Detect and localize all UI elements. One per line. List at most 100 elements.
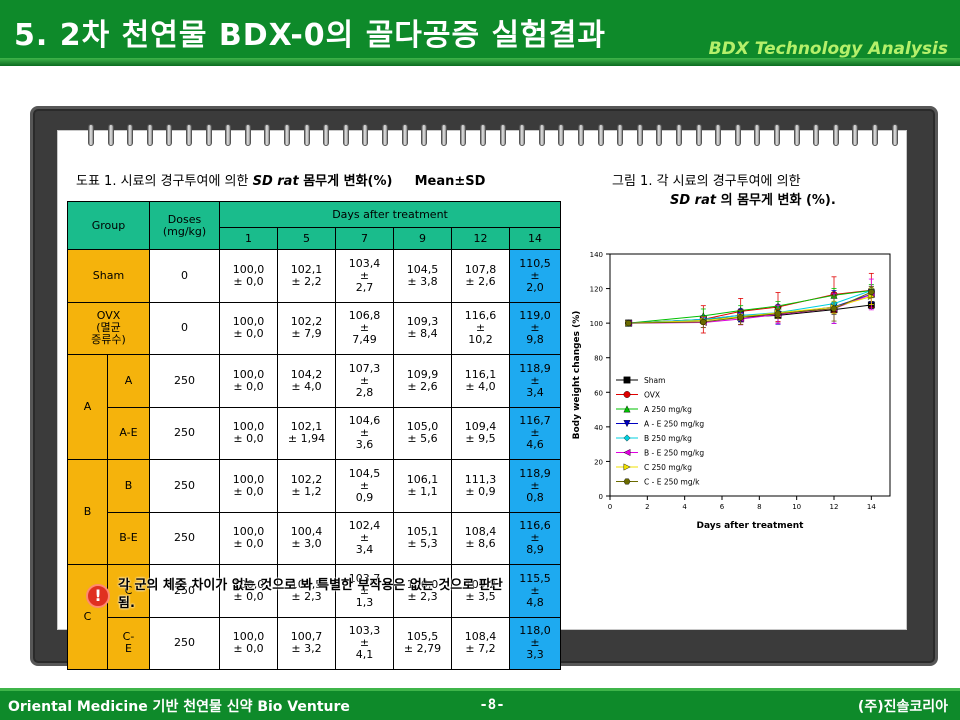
value-cell: 116,7 ± 4,6	[508, 406, 562, 460]
binding-ring	[480, 124, 486, 146]
binding-ring	[244, 124, 251, 146]
group-cell: B	[67, 459, 108, 565]
footer-left-text: Oriental Medicine 기반 천연물 신약 Bio Venture	[8, 699, 350, 715]
value-cell: 118,9 ± 3,4	[508, 354, 562, 408]
table-row: C C 250 100,0 ± 0,0 101,5 ± 2,3 103,7 ± 1,3 10…	[67, 564, 562, 670]
value-cell: 116,6 ± 8,9	[508, 511, 562, 565]
binding-ring	[578, 124, 584, 146]
value-cell: 100,4 ± 3,0	[277, 511, 336, 565]
binding-ring	[284, 124, 290, 146]
header-strip	[0, 58, 960, 66]
legend-label: A 250 mg/kg	[644, 405, 692, 414]
value-cell: 111,3 ± 0,9	[451, 459, 510, 513]
legend-label: A - E 250 mg/kg	[644, 420, 704, 429]
warning-icon: !	[86, 584, 110, 608]
data-point	[867, 289, 875, 295]
doses-header: Doses (mg/kg)	[149, 201, 220, 250]
table-row: A-E 250 100,0 ± 0,0 102,1 ± 1,94 104,6 ± 3,6…	[68, 406, 562, 460]
value-cell: 110,5 ± 2,0	[508, 249, 562, 303]
binding-ring	[852, 124, 859, 146]
binding-ring	[499, 124, 506, 146]
data-point	[625, 320, 633, 327]
group-cell: Sham	[67, 249, 150, 303]
binding-ring	[342, 124, 349, 146]
legend-marker	[623, 434, 631, 442]
series-line	[628, 289, 872, 324]
value-cell: 100,0 ± 0,0	[219, 354, 278, 408]
dose-cell: 250	[149, 511, 220, 565]
binding-ring	[715, 124, 722, 146]
page-number: -8-	[479, 697, 505, 713]
value-cell: 118,9 ± 0,8	[508, 459, 562, 513]
value-cell: 104,5 ± 0,9	[335, 459, 394, 513]
legend-marker	[623, 376, 631, 384]
table-row: A A 250 100,0 ± 0,0 104,2 ± 4,0 107,3 ± 2,8 10…	[67, 354, 562, 460]
binding-ring	[382, 124, 388, 146]
value-cell: 105,1 ± 5,3	[393, 511, 452, 565]
table-row: B-E 250 100,0 ± 0,0 100,4 ± 3,0 102,4 ± 3,4 1…	[68, 511, 562, 565]
day-header: 7	[335, 227, 394, 250]
value-cell: 100,0 ± 0,0	[219, 564, 278, 618]
binding-ring	[362, 124, 369, 146]
table-row: OVX (멸균 증류수) 0 100,0 ± 0,0 102,2 ± 7,9 106,8…	[67, 301, 562, 355]
value-cell: 109,4 ± 9,5	[451, 406, 510, 460]
legend-marker	[623, 478, 631, 485]
data-point	[699, 318, 707, 325]
legend-label: Sham	[644, 376, 665, 385]
value-cell: 102,2 ± 7,9	[277, 301, 336, 355]
table-row: Sham 0 100,0 ± 0,0 102,1 ± 2,2 103,4 ± 2,7 10…	[67, 249, 562, 303]
legend-label: B - E 250 mg/kg	[644, 449, 704, 458]
legend-label: C 250 mg/kg	[644, 463, 692, 472]
value-cell: 103,4 ± 2,7	[335, 249, 394, 303]
binding-ring	[891, 124, 898, 146]
x-tick-label: 6	[720, 503, 725, 511]
value-cell: 102,1 ± 2,2	[277, 249, 336, 303]
x-tick-label: 4	[682, 503, 687, 511]
value-cell: 103,7 ± 1,3	[335, 564, 394, 618]
plot-area	[609, 253, 891, 497]
binding-ring	[832, 124, 839, 146]
data-point	[737, 314, 745, 321]
value-cell: 106,0 ± 2,3	[393, 564, 452, 618]
days-header: Days after treatment	[218, 201, 562, 228]
binding-ring	[676, 124, 682, 146]
group-header: Group	[67, 201, 150, 250]
value-cell: 119,0 ± 9,8	[508, 301, 562, 355]
table-caption-suffix: 몸무게 변화(%)	[298, 174, 393, 189]
x-axis-label: Days after treatment	[696, 521, 804, 531]
day-header: 14	[508, 227, 562, 250]
value-cell: 102,4 ± 3,4	[335, 511, 394, 565]
x-tick-label: 12	[830, 503, 839, 511]
group-cell: C	[67, 564, 108, 670]
value-cell: 100,0 ± 0,0	[219, 616, 278, 670]
binding-ring	[754, 124, 761, 146]
value-cell: 104,5 ± 3,8	[393, 249, 452, 303]
binding-ring	[107, 124, 114, 146]
binding-ring	[597, 124, 604, 146]
x-tick-label: 14	[867, 503, 876, 511]
day-header: 1	[219, 227, 278, 250]
day-header: 12	[451, 227, 510, 250]
subgroup-cell: B-E	[107, 511, 150, 565]
dose-cell: 250	[149, 564, 220, 618]
legend-label: B 250 mg/kg	[644, 434, 692, 443]
x-tick-label: 0	[608, 503, 612, 511]
group-cell: OVX (멸균 증류수)	[67, 301, 150, 355]
dose-cell: 0	[149, 249, 220, 303]
company-name: (주)진솔코리아	[857, 699, 948, 715]
value-cell: 103,3 ± 4,1	[335, 616, 394, 670]
value-cell: 102,2 ± 1,2	[277, 459, 336, 513]
footer-bar: Oriental Medicine 기반 천연물 신약 Bio Venture …	[0, 688, 960, 720]
binding-ring	[695, 124, 702, 146]
y-tick-label: 40	[594, 424, 603, 432]
value-cell: 102,1 ± 1,94	[277, 406, 336, 460]
y-tick-label: 20	[594, 458, 603, 466]
binding-ring	[421, 124, 428, 146]
binding-ring	[813, 124, 820, 146]
value-cell: 118,0 ± 3,3	[508, 616, 562, 670]
value-cell: 101,5 ± 2,3	[277, 564, 336, 618]
header-bar: 5. 2차 천연물 BDX-0의 골다공증 실험결과 BDX Technolog…	[0, 0, 960, 66]
binding-ring	[734, 124, 741, 146]
table-caption-stat: Mean±SD	[414, 174, 486, 189]
